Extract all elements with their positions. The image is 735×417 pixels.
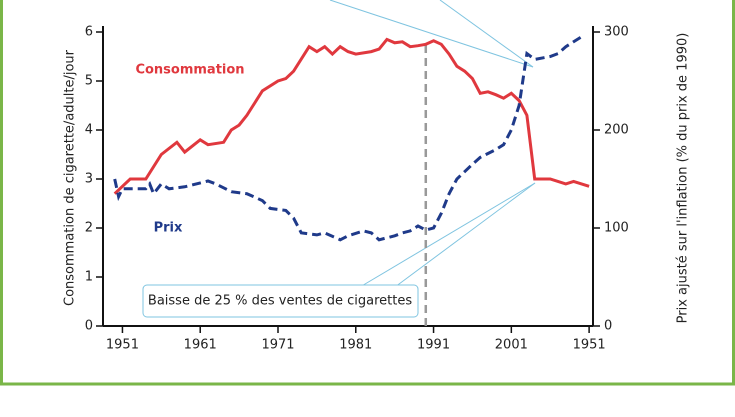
- series-line: [113, 35, 583, 242]
- annotation: Baisse de 25 % des ventes de cigarettes: [148, 294, 412, 309]
- y-tick-label: 6: [85, 25, 93, 40]
- y-tick-label: 1: [85, 270, 93, 285]
- y-axis-label: Consommation de cigarette/adulte/jour: [63, 49, 78, 306]
- y2-tick-label: 300: [604, 25, 629, 40]
- x-tick-label: 1971: [261, 338, 294, 353]
- x-tick-label: 2001: [495, 338, 528, 353]
- x-tick-label: 1951: [106, 338, 139, 353]
- y-tick-label: 5: [85, 74, 93, 89]
- callout-line: [329, 0, 534, 68]
- y2-tick-label: 0: [604, 319, 612, 334]
- legend-label: Consommation: [135, 63, 244, 78]
- frame: [0, 0, 735, 386]
- y-tick-label: 2: [85, 221, 93, 236]
- x-tick-label: 1961: [184, 338, 217, 353]
- y-tick-label: 3: [85, 172, 93, 187]
- annotation-box: [142, 284, 419, 318]
- x-tick-label: 1991: [417, 338, 450, 353]
- callout-line: [359, 182, 536, 288]
- y2-tick-label: 200: [604, 123, 629, 138]
- y-tick-label: 0: [85, 319, 93, 334]
- callout-line: [394, 182, 536, 288]
- series-line: [113, 37, 590, 195]
- x-tick-label: 1951: [573, 338, 606, 353]
- y-tick-label: 4: [85, 123, 93, 138]
- y2-axis-label: Prix ajusté sur l'inflation (% du prix d…: [676, 33, 691, 324]
- y2-tick-label: 100: [604, 221, 629, 236]
- legend-label: Prix: [154, 221, 183, 236]
- callout-line: [439, 0, 534, 68]
- x-tick-label: 1981: [339, 338, 372, 353]
